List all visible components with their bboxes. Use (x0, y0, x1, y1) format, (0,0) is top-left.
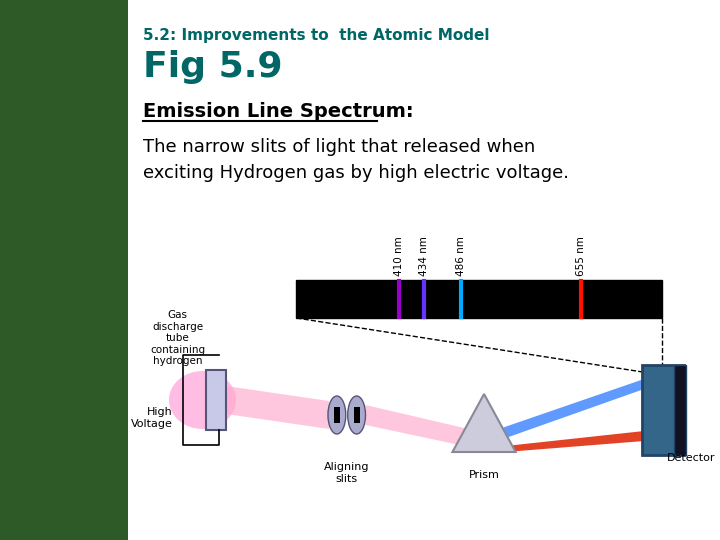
Text: High
Voltage: High Voltage (131, 407, 173, 429)
Polygon shape (452, 394, 516, 452)
Polygon shape (226, 386, 329, 429)
Text: Emission Line Spectrum:: Emission Line Spectrum: (143, 102, 414, 121)
Ellipse shape (348, 396, 366, 434)
Text: Gas
discharge
tube
containing
hydrogen: Gas discharge tube containing hydrogen (150, 310, 205, 367)
Text: 655 nm: 655 nm (577, 236, 587, 276)
Polygon shape (0, 0, 128, 540)
Bar (334, 407, 340, 423)
Text: Detector: Detector (667, 453, 716, 463)
Polygon shape (502, 379, 644, 438)
Ellipse shape (328, 396, 346, 434)
Text: Prism: Prism (469, 470, 500, 480)
Bar (354, 407, 359, 423)
Polygon shape (505, 431, 644, 452)
Bar (674, 365, 685, 455)
Bar (207, 370, 226, 430)
Text: 434 nm: 434 nm (419, 236, 429, 276)
Text: 5.2: Improvements to  the Atomic Model: 5.2: Improvements to the Atomic Model (143, 28, 490, 43)
Polygon shape (128, 0, 711, 540)
Bar (642, 365, 683, 455)
Text: The narrow slits of light that released when
exciting Hydrogen gas by high elect: The narrow slits of light that released … (143, 138, 570, 183)
Ellipse shape (169, 371, 236, 429)
Text: Aligning
slits: Aligning slits (324, 462, 369, 484)
Bar (297, 280, 662, 318)
Text: Fig 5.9: Fig 5.9 (143, 50, 283, 84)
Text: 486 nm: 486 nm (456, 236, 466, 276)
Polygon shape (366, 405, 464, 446)
Text: 410 nm: 410 nm (394, 237, 404, 276)
